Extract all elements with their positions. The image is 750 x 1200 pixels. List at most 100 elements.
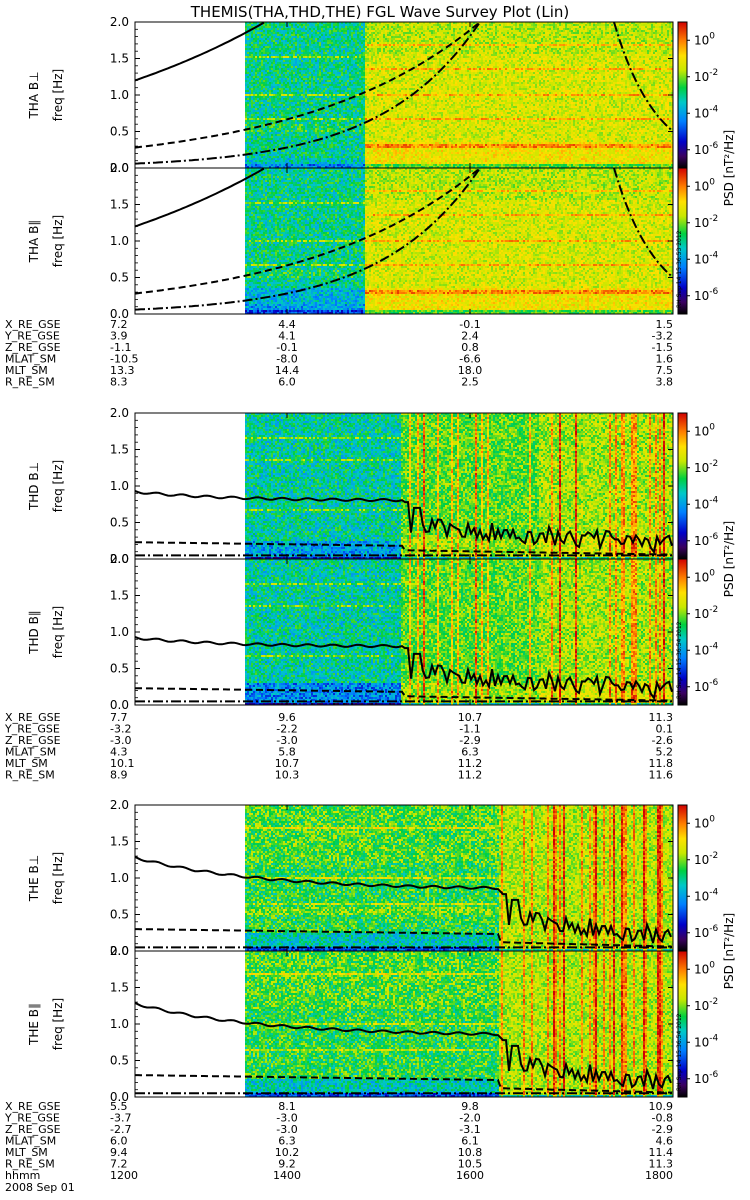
ephemeris-value: 9.8 <box>461 1100 479 1113</box>
spectrogram-image <box>135 951 673 1097</box>
colorbar <box>677 21 688 169</box>
ephemeris-value: 11.6 <box>649 769 674 782</box>
ephemeris-value: 8.3 <box>110 376 128 389</box>
y-tick-label: 1.5 <box>110 52 129 66</box>
harmonic-line <box>613 21 673 132</box>
y-tick-label: 0.5 <box>110 125 129 139</box>
ephemeris-value: 6.0 <box>110 1135 128 1148</box>
ephemeris-value: -10.5 <box>110 353 138 366</box>
y-tick-label: 0.0 <box>110 698 129 712</box>
ephemeris-value: 7.2 <box>110 1158 128 1171</box>
x-tick-label: 1800 <box>645 1169 673 1182</box>
panel-label: THE B⊥ <box>27 855 41 902</box>
ephemeris-value: 6.3 <box>278 1135 296 1148</box>
ephemeris-value: 4.1 <box>278 330 296 343</box>
ephemeris-value: 4.6 <box>656 1135 674 1148</box>
ephemeris-name: R_RE_SM <box>5 769 55 782</box>
ephemeris-name: Z_RE_GSE <box>5 1123 61 1136</box>
y-axis-label: freq [Hz] <box>51 460 65 512</box>
ephemeris-value: 10.7 <box>275 757 300 770</box>
harmonic-line <box>134 167 481 311</box>
ephemeris-value: 7.2 <box>110 318 128 331</box>
y-tick-label: 0.5 <box>110 662 129 676</box>
ephemeris-value: 14.4 <box>275 364 300 377</box>
ephemeris-value: 10.9 <box>649 1100 674 1113</box>
x-tick-label: 1600 <box>456 1169 484 1182</box>
ephemeris-value: 0.1 <box>656 723 674 736</box>
y-tick-label: 0.5 <box>110 271 129 285</box>
colorbar-tick-label: 10-4 <box>694 104 719 120</box>
y-tick-label: 1.5 <box>110 981 129 995</box>
ephemeris-value: 11.3 <box>649 711 674 724</box>
y-tick-label: 1.5 <box>110 835 129 849</box>
colorbar-tick-label: 10-2 <box>694 605 718 621</box>
y-axis-label: freq [Hz] <box>51 606 65 658</box>
colorbar-tick-label: 10-6 <box>694 141 719 157</box>
ephemeris-value: 6.1 <box>461 1135 479 1148</box>
ephemeris-value: -3.2 <box>652 330 673 343</box>
ephemeris-value: 9.6 <box>278 711 296 724</box>
ephemeris-value: 2.4 <box>461 330 479 343</box>
timestamp-stamp: RH Sep 14 15:36:53 2012 <box>676 230 683 308</box>
y-tick-label: 0.0 <box>110 552 129 566</box>
ephemeris-value: -1.5 <box>652 341 673 354</box>
ephemeris-name: R_RE_SM <box>5 1158 55 1171</box>
ephemeris-value: -3.7 <box>110 1112 131 1125</box>
colorbar <box>677 804 688 952</box>
colorbar-tick-label: 100 <box>694 422 715 438</box>
ephemeris-value: 5.5 <box>110 1100 128 1113</box>
colorbar-tick-label: 10-4 <box>694 641 719 657</box>
time-row-label: hhmm <box>5 1169 40 1182</box>
gyrofrequency-line <box>134 636 673 701</box>
ephemeris-value: -8.0 <box>276 353 297 366</box>
harmonic-line <box>135 1074 673 1094</box>
colorbar-tick-label: 100 <box>694 31 715 47</box>
ephemeris-value: 2.5 <box>461 376 479 389</box>
ephemeris-name: X_RE_GSE <box>5 711 61 724</box>
ephemeris-value: 9.2 <box>278 1158 296 1171</box>
ephemeris-name: X_RE_GSE <box>5 318 61 331</box>
panel-label: THA B∥ <box>27 220 41 264</box>
y-tick-label: 0.5 <box>110 1054 129 1068</box>
ephemeris-value: 11.2 <box>458 769 483 782</box>
y-tick-label: 2.0 <box>110 798 129 812</box>
ephemeris-value: 11.2 <box>458 757 483 770</box>
ephemeris-value: -6.6 <box>459 353 480 366</box>
timestamp-stamp: RH Sep 14 15:36:54 2012 <box>676 1013 683 1091</box>
ephemeris-name: MLT_SM <box>5 364 48 377</box>
ephemeris-value: 9.4 <box>110 1146 128 1159</box>
colorbar-tick-label: 100 <box>694 960 715 976</box>
panel-label: THA B⊥ <box>27 71 41 119</box>
ephemeris-name: MLT_SM <box>5 1146 48 1159</box>
ephemeris-value: 10.7 <box>458 711 483 724</box>
ephemeris-value: 6.0 <box>278 376 296 389</box>
ephemeris-value: -2.7 <box>110 1123 131 1136</box>
colorbar-tick-label: 10-2 <box>694 459 718 475</box>
panel-label: THD B∥ <box>27 610 41 655</box>
ephemeris-value: 1.5 <box>656 318 674 331</box>
harmonic-line <box>134 167 481 295</box>
spectrogram-image <box>135 805 673 951</box>
spectrogram-image <box>135 168 673 314</box>
ephemeris-value: -0.8 <box>652 1112 673 1125</box>
y-tick-label: 0.0 <box>110 161 129 175</box>
colorbar <box>677 558 688 706</box>
harmonic-line <box>135 928 673 948</box>
panel-label: THD B⊥ <box>27 462 41 511</box>
colorbar <box>677 412 688 560</box>
colorbar-tick-label: 10-4 <box>694 1033 719 1049</box>
y-tick-label: 2.0 <box>110 406 129 420</box>
ephemeris-value: -2.2 <box>276 723 297 736</box>
y-axis-label: freq [Hz] <box>51 852 65 904</box>
harmonic-line <box>613 167 673 278</box>
ephemeris-value: -0.1 <box>276 341 297 354</box>
colorbar-label: PSD [nT²/Hz] <box>722 913 736 989</box>
gyrofrequency-line <box>134 1001 672 1090</box>
ephemeris-name: Z_RE_GSE <box>5 341 61 354</box>
figure-title: THEMIS(THA,THD,THE) FGL Wave Survey Plot… <box>190 3 569 21</box>
x-tick-label: 1200 <box>110 1169 138 1182</box>
harmonic-line <box>134 541 672 556</box>
panel-label: THE B∥ <box>27 1003 41 1046</box>
ephemeris-value: 10.8 <box>458 1146 483 1159</box>
ephemeris-value: -1.1 <box>110 341 131 354</box>
